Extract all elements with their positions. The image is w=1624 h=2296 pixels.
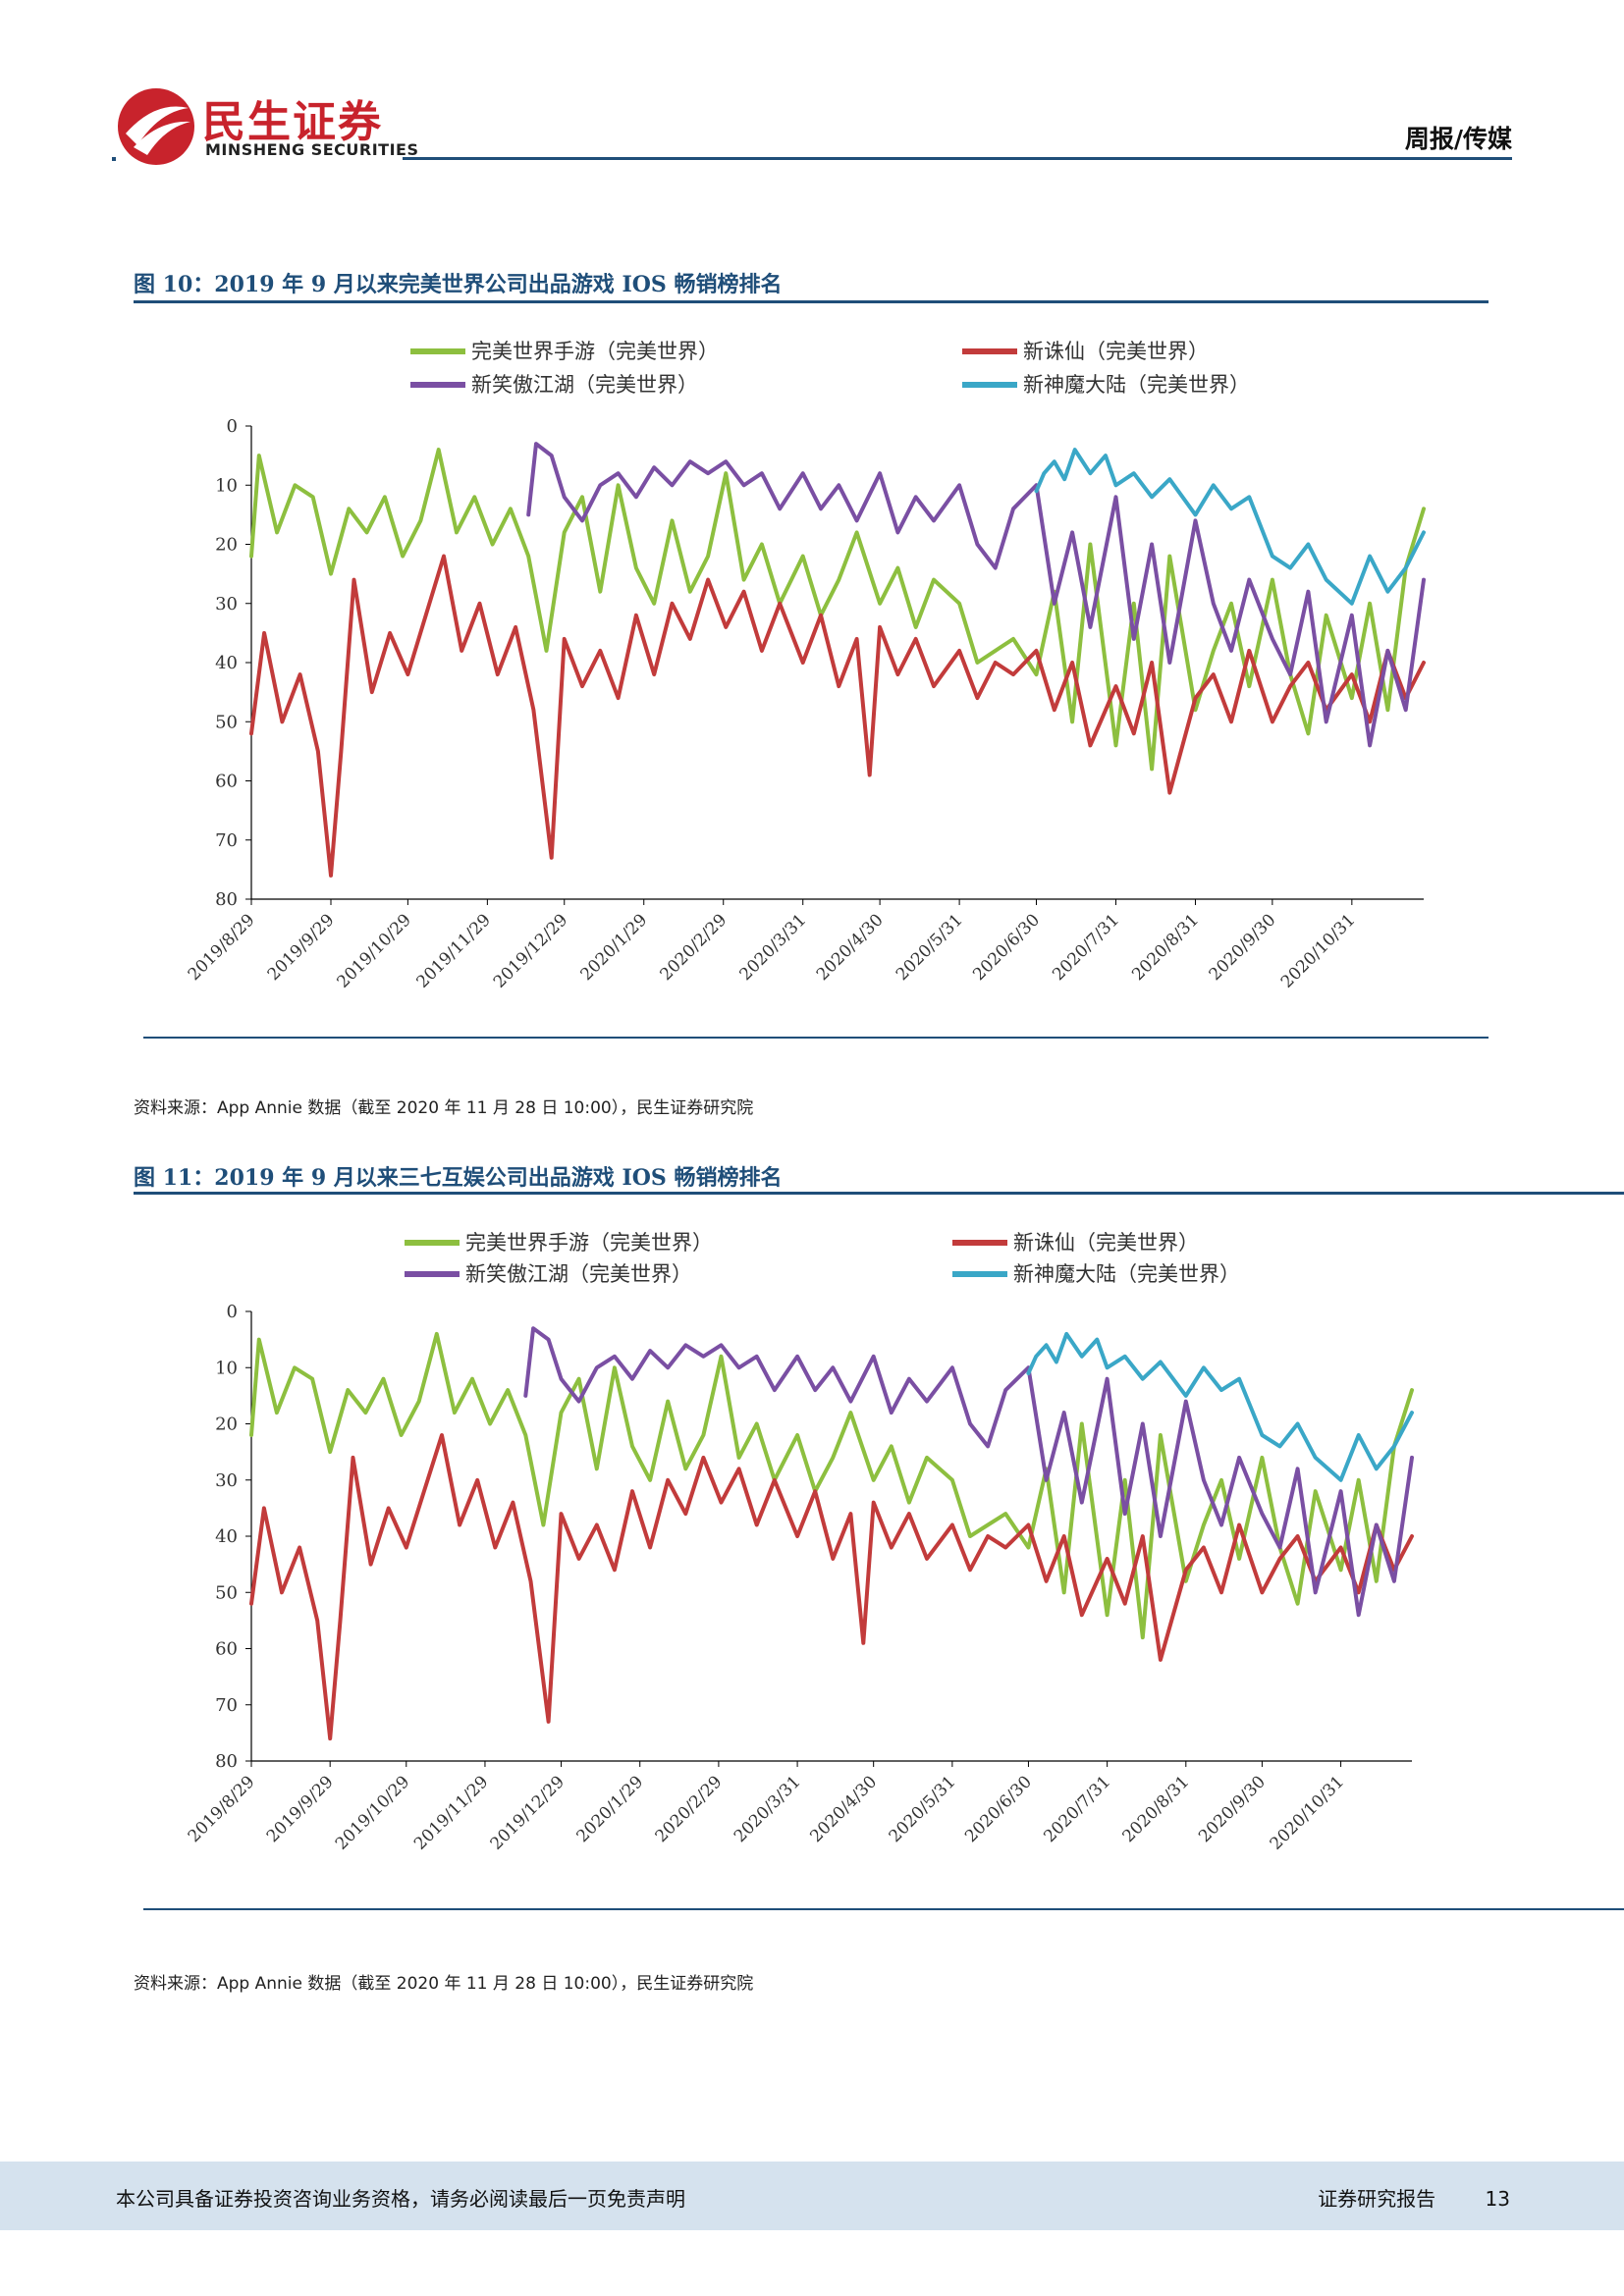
legend-label: 新神魔大陆（完美世界） xyxy=(1013,1262,1240,1286)
brand-name-cn: 民生证券 xyxy=(202,97,383,147)
y-tick-label: 60 xyxy=(215,1639,238,1660)
x-tick-label: 2020/1/29 xyxy=(576,910,651,985)
series-line xyxy=(249,1433,1414,1741)
x-tick-label: 2020/10/31 xyxy=(1267,1772,1348,1853)
y-tick-label: 10 xyxy=(215,475,238,496)
figure-11-bottom-rule xyxy=(143,1908,1624,1910)
x-tick-label: 2020/9/30 xyxy=(1195,1772,1270,1846)
y-tick-label: 60 xyxy=(215,772,238,792)
x-tick-label: 2019/11/29 xyxy=(412,910,494,991)
x-tick-label: 2020/7/31 xyxy=(1049,910,1123,985)
y-tick-label: 0 xyxy=(227,1302,238,1322)
y-tick-label: 30 xyxy=(215,1470,238,1491)
x-tick-label: 2019/11/29 xyxy=(410,1772,492,1853)
series-line xyxy=(523,1326,1414,1618)
y-tick-label: 80 xyxy=(215,889,238,910)
x-tick-label: 2019/8/29 xyxy=(185,910,259,985)
brand-name-en: MINSHENG SECURITIES xyxy=(205,140,419,159)
x-tick-label: 2019/12/29 xyxy=(490,910,571,991)
legend-label: 新诛仙（完美世界） xyxy=(1013,1231,1199,1255)
header-rule xyxy=(403,157,1512,160)
page-footer: 本公司具备证券投资咨询业务资格，请务必阅读最后一页免责声明 证券研究报告 13 xyxy=(0,2162,1624,2230)
x-tick-label: 2020/5/31 xyxy=(893,910,967,985)
figure-11-title: 图 11：2019 年 9 月以来三七互娱公司出品游戏 IOS 畅销榜排名 xyxy=(134,1165,783,1191)
figure-10-source: 资料来源：App Annie 数据（截至 2020 年 11 月 28 日 10… xyxy=(134,1098,754,1118)
figure-11-top-rule xyxy=(134,1192,1624,1195)
x-tick-label: 2020/5/31 xyxy=(886,1772,960,1846)
x-tick-label: 2020/3/31 xyxy=(735,910,810,985)
footer-disclaimer: 本公司具备证券投资咨询业务资格，请务必阅读最后一页免责声明 xyxy=(116,2187,685,2211)
series-line xyxy=(249,554,1426,878)
header-dot xyxy=(112,157,116,161)
y-tick-label: 80 xyxy=(215,1751,238,1772)
figure-10-title: 图 10：2019 年 9 月以来完美世界公司出品游戏 IOS 畅销榜排名 xyxy=(134,272,783,297)
y-tick-label: 50 xyxy=(215,712,238,732)
y-tick-label: 30 xyxy=(215,594,238,614)
footer-right: 证券研究报告 13 xyxy=(1274,2183,1510,2212)
series-line xyxy=(526,442,1426,748)
x-tick-label: 2020/8/31 xyxy=(1119,1772,1194,1846)
legend-label: 新诛仙（完美世界） xyxy=(1023,340,1209,363)
x-tick-label: 2020/3/31 xyxy=(731,1772,805,1846)
x-tick-label: 2019/9/29 xyxy=(263,1772,338,1846)
x-tick-label: 2019/12/29 xyxy=(487,1772,568,1853)
x-tick-label: 2020/2/29 xyxy=(656,910,731,985)
y-tick-label: 0 xyxy=(227,416,238,437)
figure-10-top-rule xyxy=(134,300,1489,303)
y-tick-label: 70 xyxy=(215,830,238,851)
report-type-label: 周报/传媒 xyxy=(1404,125,1512,153)
y-tick-label: 10 xyxy=(215,1358,238,1378)
y-tick-label: 70 xyxy=(215,1695,238,1716)
legend-label: 完美世界手游（完美世界） xyxy=(471,340,719,363)
footer-report-label: 证券研究报告 xyxy=(1318,2187,1436,2211)
y-tick-label: 40 xyxy=(215,653,238,673)
y-tick-label: 40 xyxy=(215,1526,238,1547)
x-tick-label: 2020/8/31 xyxy=(1128,910,1203,985)
x-tick-label: 2019/10/29 xyxy=(333,910,414,991)
legend-label: 新笑傲江湖（完美世界） xyxy=(471,373,698,397)
x-tick-label: 2019/10/29 xyxy=(332,1772,413,1853)
minsheng-logo-icon xyxy=(118,88,194,165)
page-number: 13 xyxy=(1485,2187,1510,2211)
series-line xyxy=(1034,448,1426,606)
series-line xyxy=(1026,1331,1414,1482)
legend-label: 完美世界手游（完美世界） xyxy=(465,1231,713,1255)
y-tick-label: 20 xyxy=(215,535,238,556)
x-tick-label: 2020/9/30 xyxy=(1206,910,1280,985)
figure-10-bottom-rule xyxy=(143,1037,1489,1039)
y-tick-label: 20 xyxy=(215,1415,238,1435)
x-tick-label: 2019/9/29 xyxy=(264,910,339,985)
x-tick-label: 2020/6/30 xyxy=(969,910,1044,985)
x-tick-label: 2020/4/30 xyxy=(813,910,888,985)
x-tick-label: 2020/7/31 xyxy=(1040,1772,1114,1846)
y-tick-label: 50 xyxy=(215,1582,238,1603)
x-tick-label: 2019/8/29 xyxy=(185,1772,259,1846)
figure-11-source: 资料来源：App Annie 数据（截至 2020 年 11 月 28 日 10… xyxy=(134,1974,754,1994)
legend-label: 新神魔大陆（完美世界） xyxy=(1023,373,1250,397)
x-tick-label: 2020/10/31 xyxy=(1277,910,1359,991)
x-tick-label: 2020/1/29 xyxy=(572,1772,647,1846)
page-header: 民生证券 MINSHENG SECURITIES 周报/传媒 xyxy=(0,0,1624,167)
legend-label: 新笑傲江湖（完美世界） xyxy=(465,1262,692,1286)
x-tick-label: 2020/2/29 xyxy=(652,1772,727,1846)
x-tick-label: 2020/4/30 xyxy=(806,1772,881,1846)
x-tick-label: 2020/6/30 xyxy=(961,1772,1036,1846)
